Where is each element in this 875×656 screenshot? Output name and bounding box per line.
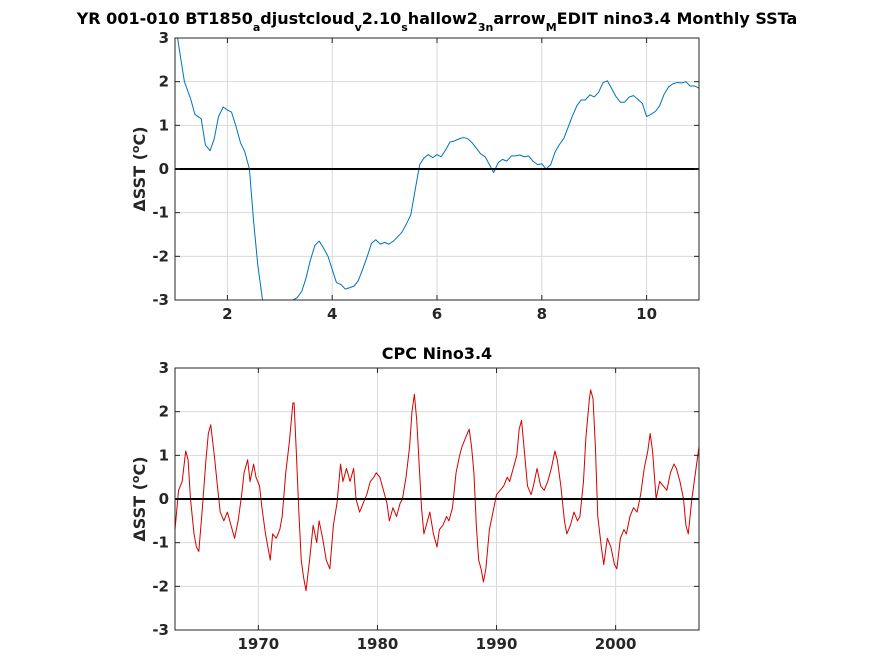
y-tick-label: 3: [159, 359, 169, 377]
title-segment: 2.10: [362, 9, 401, 28]
title-subscript: v: [355, 21, 363, 34]
x-tick-label: 1970: [237, 635, 279, 653]
y-axis-label-degree: o: [129, 475, 142, 483]
title-subscript: M: [546, 21, 557, 34]
y-axis-label-main: ΔSST (: [130, 153, 149, 212]
chart-title: CPC Nino3.4: [382, 344, 492, 363]
series-line: [175, 389, 699, 592]
y-axis-label-main: ΔSST (: [130, 483, 149, 542]
title-subscript: 3n: [478, 21, 494, 34]
title-subscript: a: [253, 21, 260, 34]
x-tick-label: 2000: [595, 635, 637, 653]
y-tick-label: -2: [152, 247, 169, 265]
title-segment: YR 001-010 BT1850: [76, 9, 253, 28]
title-segment: arrow: [493, 9, 546, 28]
y-tick-label: -1: [152, 204, 169, 222]
y-tick-label: 1: [159, 446, 169, 464]
y-tick-label: -1: [152, 534, 169, 552]
y-axis-label-degree: o: [129, 145, 142, 153]
y-tick-label: 3: [159, 29, 169, 47]
title-segment: djustcloud: [260, 9, 354, 28]
x-tick-label: 10: [636, 305, 657, 323]
title-subscript: s: [401, 21, 408, 34]
x-tick-label: 1980: [357, 635, 399, 653]
y-tick-label: 0: [159, 160, 169, 178]
y-tick-label: 1: [159, 116, 169, 134]
x-tick-label: 4: [327, 305, 337, 323]
x-tick-label: 1990: [476, 635, 518, 653]
bottom-panel: 1970 1980 1990 2000 -3 -2 -1 0 1 2 3 ΔSST (oC) CPC N…: [129, 344, 700, 653]
x-tick-label: 6: [432, 305, 442, 323]
title-segment: EDIT nino3.4 Monthly SSTa: [557, 9, 798, 28]
y-axis-label: ΔSST (oC): [129, 456, 149, 541]
x-tick-label: 8: [537, 305, 547, 323]
y-tick-label: 2: [159, 403, 169, 421]
chart-title: YR 001-010 BT1850adjustcloudv2.10shallow…: [76, 9, 798, 34]
x-tick-label: 2: [222, 305, 232, 323]
y-tick-label: -3: [152, 621, 169, 639]
y-tick-label: -2: [152, 577, 169, 595]
y-tick-label: 0: [159, 490, 169, 508]
y-axis-label-unit: C): [130, 126, 149, 145]
y-axis-label-unit: C): [130, 456, 149, 475]
top-panel: 2 4 6 8 10 -3 -2 -1 0 1 2 3 ΔSST (oC) YR 001-010 BT18…: [76, 9, 798, 323]
series-line: [177, 38, 699, 300]
y-tick-label: 2: [159, 73, 169, 91]
title-segment: hallow2: [408, 9, 478, 28]
y-axis-label: ΔSST (oC): [129, 126, 149, 211]
y-tick-label: -3: [152, 291, 169, 309]
